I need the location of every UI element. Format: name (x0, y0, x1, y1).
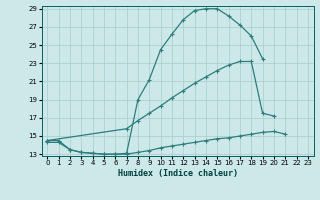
X-axis label: Humidex (Indice chaleur): Humidex (Indice chaleur) (118, 169, 237, 178)
